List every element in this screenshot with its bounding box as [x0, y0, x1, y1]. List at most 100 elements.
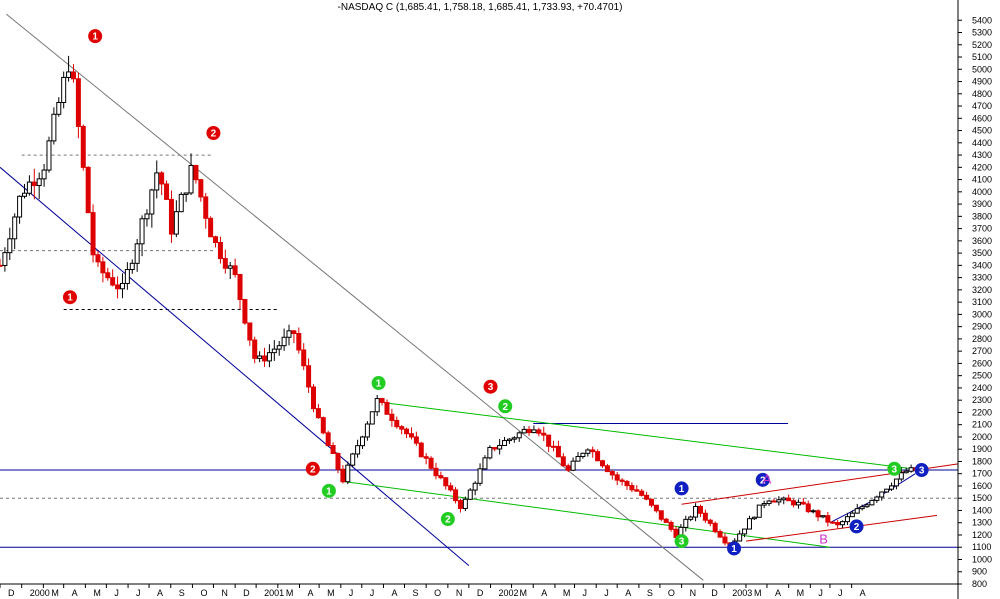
wave-marker-label: 2 — [445, 515, 451, 526]
candle-up — [795, 501, 801, 506]
candle-up — [781, 497, 787, 501]
x-tick-label: A — [625, 588, 631, 598]
candle-down — [232, 265, 238, 276]
y-tick-label: 4700 — [972, 101, 992, 111]
candle-up — [257, 355, 263, 359]
candle-down — [315, 408, 321, 419]
candle-down — [296, 332, 302, 351]
candle-down — [634, 489, 640, 492]
y-tick-label: 1300 — [972, 518, 992, 528]
candle-down — [70, 71, 76, 80]
y-tick-label: 1000 — [972, 554, 992, 564]
wave-marker-blue-2 — [755, 472, 770, 487]
candle-up — [281, 336, 287, 347]
candle-down — [203, 196, 209, 219]
wave-marker-blue-1 — [727, 541, 742, 556]
y-tick-label: 1500 — [972, 493, 992, 503]
candle-down — [95, 254, 101, 263]
y-tick-label: 3400 — [972, 260, 992, 270]
y-tick-label: 3200 — [972, 285, 992, 295]
candle-up — [369, 411, 375, 425]
y-tick-label: 2600 — [972, 358, 992, 368]
y-tick-label: 2800 — [972, 334, 992, 344]
candle-down — [423, 456, 429, 459]
y-tick-label: 4200 — [972, 162, 992, 172]
wave-marker-blue-2 — [849, 519, 864, 534]
y-tick-label: 4800 — [972, 89, 992, 99]
x-tick-label: 2002 — [499, 588, 519, 598]
wave-marker-label: 3 — [919, 466, 925, 477]
candle-down — [198, 179, 204, 198]
candle-up — [364, 423, 370, 438]
wave-marker-red-3 — [483, 379, 498, 394]
candle-down — [815, 510, 821, 518]
wave-marker-label: 3 — [488, 382, 494, 393]
candle-up — [276, 345, 282, 350]
candle-down — [306, 365, 312, 388]
wave-letter-A: A — [763, 472, 772, 487]
candle-down — [0, 264, 3, 267]
candle-down — [526, 428, 532, 434]
candle-down — [311, 386, 317, 410]
candle-down — [825, 515, 831, 523]
y-tick-label: 5100 — [972, 52, 992, 62]
x-tick-label: J — [838, 588, 843, 598]
candle-up — [149, 189, 155, 215]
x-tick-label: A — [541, 588, 547, 598]
candle-down — [252, 339, 258, 359]
candle-down — [164, 183, 170, 200]
candle-up — [472, 482, 478, 491]
candle-up — [56, 102, 62, 115]
y-tick-label: 1600 — [972, 481, 992, 491]
candle-down — [658, 510, 664, 520]
x-axis: D 2000 M A M J J A S O N D 2001 M A M J J A S O N D 2002 M A M J J A S… — [0, 583, 958, 598]
y-tick-label: 4400 — [972, 138, 992, 148]
candle-up — [893, 478, 899, 487]
x-tick-label: S — [412, 588, 418, 598]
x-tick-label: N — [221, 588, 228, 598]
candle-up — [531, 429, 537, 434]
candle-down — [247, 322, 253, 341]
wave-marker-green-1 — [371, 376, 386, 391]
wave-marker-green-3 — [674, 534, 689, 549]
trendline-green-channel-bottom — [340, 480, 830, 548]
candle-up — [688, 516, 694, 520]
candle-up — [46, 140, 52, 171]
y-tick-label: 3800 — [972, 211, 992, 221]
candle-up — [482, 457, 488, 470]
candle-down — [546, 434, 552, 447]
candle-down — [800, 501, 806, 505]
candle-up — [889, 485, 895, 490]
wave-marker-label: 2 — [502, 402, 508, 413]
annotation-lines — [0, 13, 959, 581]
wave-marker-green-3 — [887, 461, 902, 476]
x-tick-label: J — [583, 588, 588, 598]
candle-down — [443, 477, 449, 487]
candle-down — [644, 494, 650, 500]
candle-down — [771, 500, 777, 503]
candle-down — [217, 242, 223, 260]
x-tick-label: A — [391, 588, 397, 598]
candle-down — [193, 164, 199, 181]
candle-down — [830, 521, 836, 524]
candle-down — [560, 456, 566, 467]
candle-down — [115, 284, 121, 290]
candle-down — [712, 522, 718, 533]
y-tick-label: 800 — [972, 579, 987, 589]
candle-up — [477, 468, 483, 484]
y-tick-label: 5400 — [972, 15, 992, 25]
candle-down — [614, 474, 620, 481]
candle-down — [600, 460, 606, 467]
candle-down — [31, 181, 37, 187]
candle-down — [722, 536, 728, 544]
candle-down — [702, 512, 708, 521]
x-tick-label: A — [308, 588, 314, 598]
candle-down — [384, 401, 390, 415]
candle-down — [80, 125, 86, 168]
candle-down — [222, 258, 228, 269]
candle-up — [188, 164, 194, 194]
candle-up — [521, 428, 527, 434]
candle-up — [844, 516, 850, 523]
y-tick-label: 2200 — [972, 407, 992, 417]
